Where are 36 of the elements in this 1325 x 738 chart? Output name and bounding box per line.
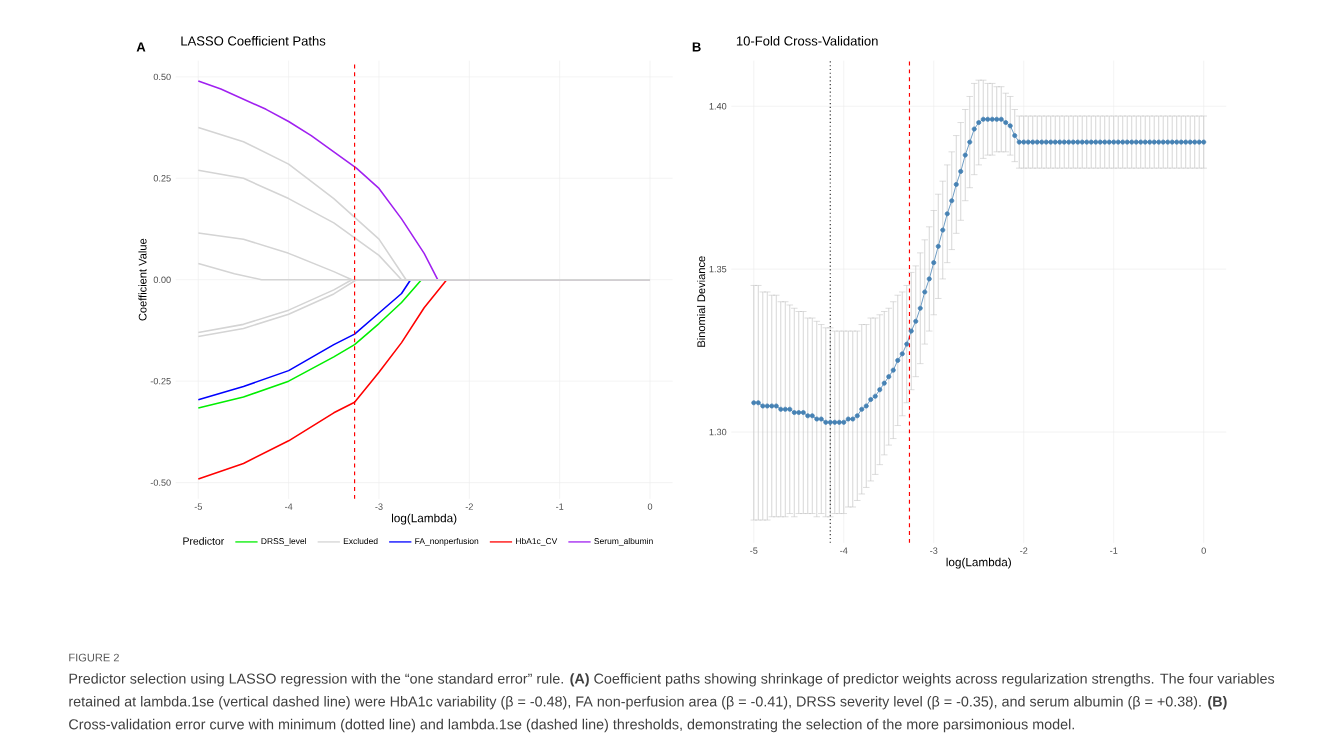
y-axis-title: Coefficient Value xyxy=(138,238,147,321)
x-tick-label: -3 xyxy=(930,547,938,554)
y-axis-title: Binomial Deviance xyxy=(697,256,706,347)
y-tick-label: 1.35 xyxy=(709,265,727,273)
x-tick-label: -1 xyxy=(1110,547,1118,554)
x-axis-title: log(Lambda) xyxy=(946,557,1011,569)
chart-title: LASSO Coefficient Paths xyxy=(181,35,326,46)
y-tick-label: 1.40 xyxy=(709,102,727,110)
y-tick-label: 1.30 xyxy=(709,428,727,436)
legend-label: Serum_albumin xyxy=(594,537,653,546)
legend-title: Predictor xyxy=(183,536,225,545)
x-tick-label: -5 xyxy=(750,547,758,554)
chart-title: 10-Fold Cross-Validation xyxy=(736,35,878,46)
legend-label: FA_nonperfusion xyxy=(415,537,479,546)
x-tick-label: -2 xyxy=(465,503,473,510)
caption: FIGURE 2 xyxy=(69,653,119,662)
x-tick-label: -1 xyxy=(556,503,564,510)
text: A xyxy=(136,42,146,52)
x-tick-label: 0 xyxy=(1201,547,1206,554)
x-tick-label: -2 xyxy=(1020,547,1028,554)
x-tick-label: -4 xyxy=(284,503,293,510)
legend-label: Excluded xyxy=(343,537,378,544)
text: Predictor selection using LASSO regression with the “one standard error” rule. (A) Coefficient paths showing shrinkage of predictor weights across regularization strengths. The four variables retained at lambda.1se (vertical dashed line) were HbA1c variability (β = -0.48), FA non-perfusion area (β = -0.41), DRSS severity level (β = -0.35), and serum albumin (β = +0.38). (B) Cross-validation error curve with minimum (dotted line) and lambda.1se (dashed line) thresholds, demonstrating the selection of the more parsimonious model. xyxy=(69,672,1275,732)
x-tick-label: -5 xyxy=(194,503,202,510)
x-axis-title: log(Lambda) xyxy=(392,513,457,525)
legend-label: HbA1c_CV xyxy=(516,537,558,546)
y-tick-label: -0.25 xyxy=(150,377,171,385)
y-tick-label: 0.00 xyxy=(153,276,171,283)
y-tick-label: 0.25 xyxy=(153,174,171,182)
legend-label: DRSS_level xyxy=(261,537,306,546)
y-tick-label: -0.50 xyxy=(150,479,171,486)
y-tick-label: 0.50 xyxy=(153,73,171,80)
x-tick-label: 0 xyxy=(647,503,653,510)
x-tick-label: -4 xyxy=(840,547,848,554)
text: B xyxy=(692,42,701,52)
x-tick-label: -3 xyxy=(375,503,383,510)
